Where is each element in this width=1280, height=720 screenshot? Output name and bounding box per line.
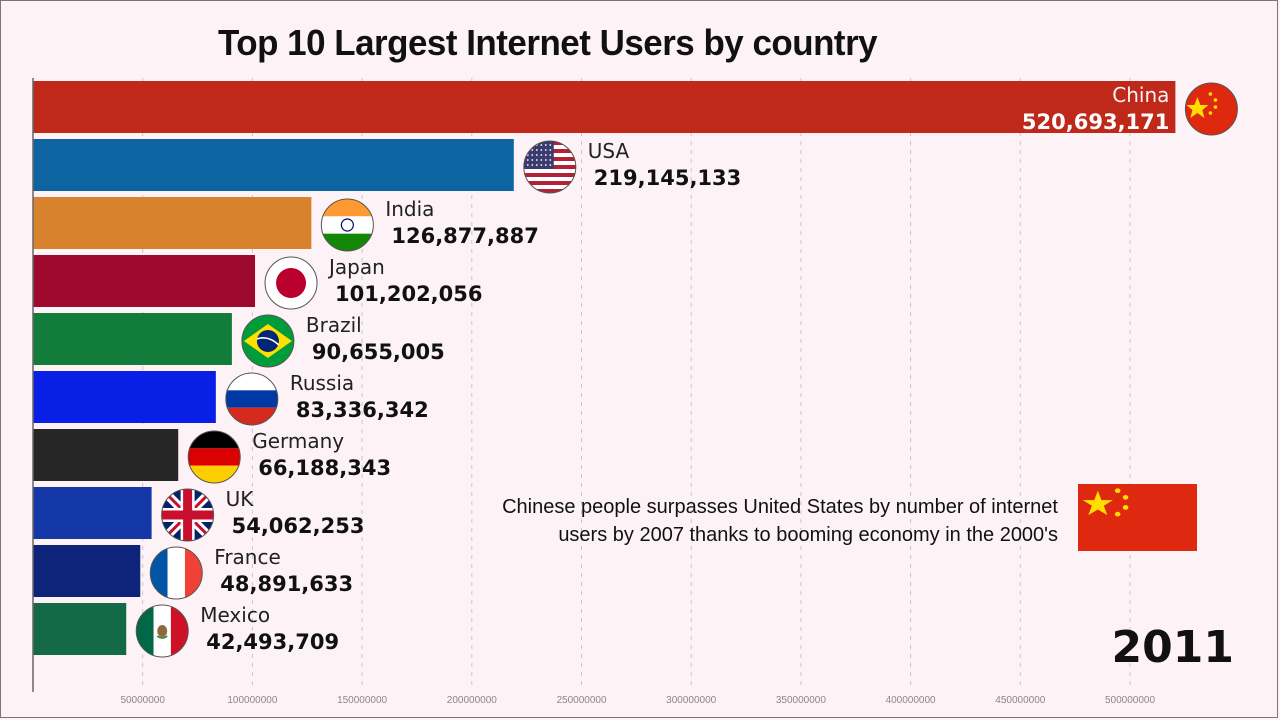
value-label: 219,145,133 bbox=[594, 166, 741, 190]
x-tick-label: 200000000 bbox=[447, 695, 497, 706]
bar-china bbox=[33, 81, 1176, 133]
bar-group-india: India 126,877,887 bbox=[33, 197, 539, 252]
bar-group-japan: Japan 101,202,056 bbox=[33, 255, 483, 310]
country-label: India bbox=[385, 197, 434, 221]
bar-group-usa: USA 219,145,133 bbox=[33, 139, 741, 194]
x-axis-ticks: 50000000 100000000 150000000 200000000 25000… bbox=[120, 695, 1155, 706]
country-label: UK bbox=[226, 487, 255, 511]
bar-russia bbox=[33, 371, 216, 423]
country-label: Russia bbox=[290, 371, 354, 395]
value-label: 42,493,709 bbox=[206, 630, 339, 654]
mexico-flag-icon bbox=[135, 604, 189, 658]
x-tick-label: 350000000 bbox=[776, 695, 826, 706]
bar-group-mexico: Mexico 42,493,709 bbox=[33, 603, 339, 658]
country-label: USA bbox=[588, 139, 630, 163]
x-tick-label: 400000000 bbox=[886, 695, 936, 706]
country-label: Germany bbox=[252, 429, 344, 453]
bar-layer: China 520,693,171 USA 219,145,133 India 126,8… bbox=[33, 81, 1238, 658]
year-label: 2011 bbox=[1111, 622, 1234, 673]
annotation-text: Chinese people surpasses United States b… bbox=[502, 496, 1058, 546]
bar-group-germany: Germany 66,188,343 bbox=[33, 429, 391, 484]
value-label: 83,336,342 bbox=[296, 398, 429, 422]
country-label: Brazil bbox=[306, 313, 362, 337]
value-label: 101,202,056 bbox=[335, 282, 482, 306]
x-tick-label: 500000000 bbox=[1105, 695, 1155, 706]
value-label: 54,062,253 bbox=[232, 514, 365, 538]
bar-france bbox=[33, 545, 141, 597]
bar-group-russia: Russia 83,336,342 bbox=[33, 371, 429, 426]
bar-uk bbox=[33, 487, 152, 539]
value-label: 126,877,887 bbox=[391, 224, 538, 248]
bar-group-france: France 48,891,633 bbox=[33, 545, 353, 600]
brazil-flag-icon bbox=[241, 314, 295, 368]
bar-germany bbox=[33, 429, 179, 481]
france-flag-icon bbox=[149, 546, 203, 600]
usa-flag-icon bbox=[523, 140, 577, 194]
value-label: 48,891,633 bbox=[220, 572, 353, 596]
bar-mexico bbox=[33, 603, 127, 655]
value-label: 520,693,171 bbox=[1022, 110, 1169, 134]
japan-flag-icon bbox=[264, 256, 318, 310]
bar-group-china: China 520,693,171 bbox=[33, 81, 1238, 136]
country-label: China bbox=[1112, 83, 1169, 107]
china-flag-icon bbox=[1184, 82, 1238, 136]
x-tick-label: 300000000 bbox=[666, 695, 716, 706]
x-tick-label: 150000000 bbox=[337, 695, 387, 706]
bar-usa bbox=[33, 139, 514, 191]
bar-brazil bbox=[33, 313, 232, 365]
value-label: 90,655,005 bbox=[312, 340, 445, 364]
bar-india bbox=[33, 197, 312, 249]
bar-group-brazil: Brazil 90,655,005 bbox=[33, 313, 445, 368]
china-flag-icon bbox=[1078, 484, 1197, 551]
country-label: Mexico bbox=[200, 603, 270, 627]
chart-title: Top 10 Largest Internet Users by country bbox=[218, 22, 878, 63]
bar-japan bbox=[33, 255, 256, 307]
germany-flag-icon bbox=[187, 430, 241, 484]
bar-group-uk: UK 54,062,253 bbox=[33, 487, 365, 542]
x-tick-label: 250000000 bbox=[556, 695, 606, 706]
india-flag-icon bbox=[320, 198, 374, 252]
x-tick-label: 450000000 bbox=[995, 695, 1045, 706]
russia-flag-icon bbox=[225, 372, 279, 426]
x-tick-label: 100000000 bbox=[227, 695, 277, 706]
country-label: Japan bbox=[327, 255, 385, 279]
uk-flag-icon bbox=[161, 488, 215, 542]
country-label: France bbox=[214, 545, 281, 569]
value-label: 66,188,343 bbox=[258, 456, 391, 480]
x-tick-label: 50000000 bbox=[120, 695, 165, 706]
